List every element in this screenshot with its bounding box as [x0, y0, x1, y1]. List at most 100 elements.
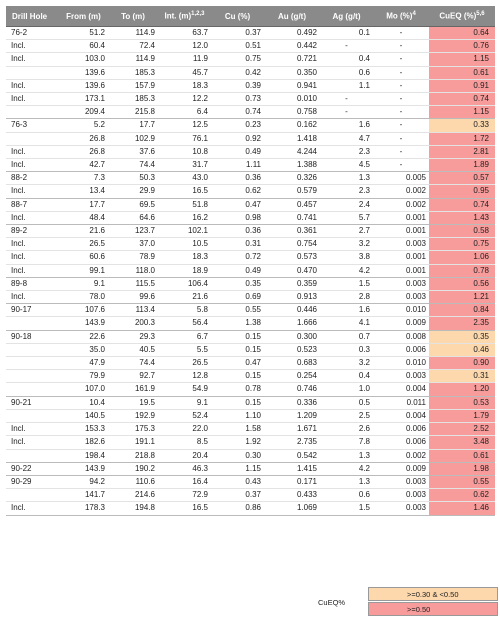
hole-cell: 90-22 [6, 461, 59, 476]
au-cell: 1.418 [264, 132, 320, 146]
cueq-cell: 1.72 [429, 132, 495, 146]
interval-cell: 63.7 [158, 25, 211, 41]
mo-cell: 0.003 [373, 474, 429, 490]
table-row: 90-29 94.2 110.6 16.4 0.43 0.171 1.3 0.003 0.55 [6, 474, 495, 490]
au-cell: 0.573 [264, 250, 320, 265]
cueq-cell: 0.90 [429, 356, 495, 371]
cueq-cell: 0.84 [429, 303, 495, 318]
table-row: Incl. 26.8 37.6 10.8 0.49 4.244 2.3-2.81 [6, 145, 495, 160]
mo-cell: - [373, 105, 429, 120]
ag-cell: 1.6 [320, 303, 373, 318]
header-au: Au (g/t) [264, 6, 320, 27]
cueq-cell: 0.35 [429, 329, 495, 344]
to-cell: 50.3 [108, 171, 158, 186]
interval-cell: 16.2 [158, 211, 211, 226]
from-cell: 9.1 [59, 276, 108, 292]
to-cell: 214.6 [108, 488, 158, 503]
hole-cell [6, 488, 59, 503]
mo-cell: 0.003 [373, 276, 429, 292]
cu-cell: 0.47 [211, 356, 264, 371]
cu-cell: 0.86 [211, 501, 264, 516]
from-cell: 140.5 [59, 409, 108, 424]
hole-cell [6, 449, 59, 463]
mo-cell: - [373, 118, 429, 133]
assay-results-table: Drill Hole From (m) To (m) Int. (m)1,2,3 Cu … [6, 6, 495, 516]
header-interval: Int. (m)1,2,3 [158, 6, 211, 27]
au-cell: 0.300 [264, 329, 320, 344]
hole-cell: Incl. [6, 435, 59, 450]
to-cell: 157.9 [108, 79, 158, 94]
interval-cell: 5.5 [158, 343, 211, 358]
interval-cell: 26.5 [158, 356, 211, 371]
to-cell: 110.6 [108, 474, 158, 490]
to-cell: 29.9 [108, 184, 158, 199]
table-header: Drill Hole From (m) To (m) Int. (m)1,2,3 Cu … [6, 6, 495, 27]
interval-cell: 11.9 [158, 52, 211, 67]
interval-cell: 52.4 [158, 409, 211, 424]
cueq-cell: 0.55 [429, 474, 495, 490]
mo-cell: - [373, 52, 429, 67]
from-cell: 42.7 [59, 158, 108, 173]
cueq-cell: 0.53 [429, 395, 495, 410]
au-cell: 0.758 [264, 105, 320, 120]
table-row: 89-2 21.6 123.7 102.1 0.36 0.361 2.7 0.001 0.58 [6, 224, 495, 239]
table-row: 141.7 214.6 72.9 0.37 0.433 0.6 0.003 0.62 [6, 488, 495, 503]
cueq-cell: 0.61 [429, 66, 495, 80]
hole-cell: Incl. [6, 145, 59, 160]
cu-cell: 0.98 [211, 211, 264, 226]
au-cell: 0.492 [264, 25, 320, 41]
table-row: 88-2 7.3 50.3 43.0 0.36 0.326 1.3 0.005 0.57 [6, 171, 495, 186]
interval-cell: 45.7 [158, 66, 211, 80]
ag-cell: 1.0 [320, 382, 373, 397]
hole-cell: Incl. [6, 422, 59, 437]
cu-cell: 0.39 [211, 79, 264, 94]
cueq-cell: 0.33 [429, 118, 495, 133]
ag-cell: 3.2 [320, 356, 373, 371]
from-cell: 60.6 [59, 250, 108, 265]
to-cell: 37.6 [108, 145, 158, 160]
from-cell: 141.7 [59, 488, 108, 503]
ag-cell: 2.7 [320, 224, 373, 239]
table-row: Incl. 60.6 78.9 18.3 0.72 0.573 3.8 0.001 1.06 [6, 250, 495, 265]
interval-cell: 5.8 [158, 303, 211, 318]
table-row: Incl. 42.7 74.4 31.7 1.11 1.388 4.5-1.89 [6, 158, 495, 173]
interval-cell: 54.9 [158, 382, 211, 397]
ag-cell: 3.2 [320, 237, 373, 252]
ag-cell: 1.3 [320, 449, 373, 463]
cueq-cell: 0.57 [429, 171, 495, 186]
ag-cell: 2.3 [320, 184, 373, 199]
from-cell: 99.1 [59, 264, 108, 278]
from-cell: 35.0 [59, 343, 108, 358]
to-cell: 175.3 [108, 422, 158, 437]
ag-cell: - [320, 39, 373, 54]
mo-cell: 0.009 [373, 316, 429, 331]
table-row: Incl. 78.0 99.6 21.6 0.69 0.913 2.8 0.003 1.21 [6, 290, 495, 305]
cu-cell: 0.31 [211, 237, 264, 252]
au-cell: 1.209 [264, 409, 320, 424]
from-cell: 26.5 [59, 237, 108, 252]
au-cell: 0.470 [264, 264, 320, 278]
mo-cell: - [373, 158, 429, 173]
cu-cell: 0.43 [211, 474, 264, 490]
interval-cell: 18.9 [158, 264, 211, 278]
mo-cell: 0.008 [373, 329, 429, 344]
cu-cell: 0.49 [211, 145, 264, 160]
hole-cell: Incl. [6, 52, 59, 67]
mo-cell: 0.004 [373, 382, 429, 397]
to-cell: 17.7 [108, 118, 158, 133]
cu-cell: 0.15 [211, 395, 264, 410]
au-cell: 2.735 [264, 435, 320, 450]
to-cell: 215.8 [108, 105, 158, 120]
au-cell: 1.666 [264, 316, 320, 331]
au-cell: 1.388 [264, 158, 320, 173]
legend-title: CuEQ% [318, 598, 346, 607]
cu-cell: 1.58 [211, 422, 264, 437]
cu-cell: 1.15 [211, 461, 264, 476]
au-cell: 0.683 [264, 356, 320, 371]
to-cell: 40.5 [108, 343, 158, 358]
mo-cell: 0.003 [373, 488, 429, 503]
to-cell: 64.6 [108, 211, 158, 226]
drill-hole-group: 76-3 5.2 17.7 12.5 0.23 0.162 1.6-0.33 26.8 102.… [6, 118, 495, 173]
table-row: Incl. 173.1 185.3 12.2 0.73 0.010- -0.74 [6, 92, 495, 107]
from-cell: 139.6 [59, 66, 108, 80]
